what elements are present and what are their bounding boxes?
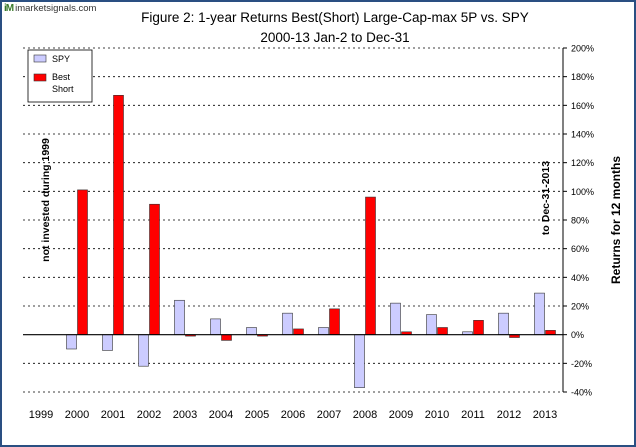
y-tick-label: 140%: [571, 130, 594, 140]
y-tick-label: 60%: [571, 244, 589, 254]
annotation-to-dec: to Dec-31-2013: [540, 161, 552, 235]
legend-label-spy: SPY: [52, 54, 70, 64]
best-short-bar-2004: [221, 334, 232, 341]
spy-bar-2010: [426, 314, 437, 335]
chart-title: Figure 2: 1-year Returns Best(Short) Lar…: [141, 10, 529, 25]
y-tick-label: 20%: [571, 302, 589, 312]
best-short-bar-2007: [329, 308, 340, 335]
spy-bar-2008: [354, 334, 365, 388]
annotation-not-invested: not invested during 1999: [40, 138, 52, 262]
best-short-bar-2010: [437, 327, 448, 335]
y-tick-label: 80%: [571, 216, 589, 226]
x-tick-label: 2004: [209, 409, 233, 421]
best-short-bar-2008: [365, 196, 376, 335]
spy-bar-2013: [534, 292, 545, 335]
site-name: imarketsignals.com: [15, 3, 97, 14]
best-short-bar-2000: [77, 189, 88, 335]
legend-swatch-spy: [33, 54, 47, 63]
spy-bar-2004: [210, 318, 221, 335]
best-short-bar-2013: [545, 330, 556, 335]
x-tick-label: 2002: [137, 409, 161, 421]
spy-bar-2002: [138, 334, 149, 367]
spy-bar-2001: [102, 334, 113, 351]
x-tick-label: 2000: [65, 409, 89, 421]
legend-label-best: Best: [52, 72, 71, 82]
x-tick-label: 2005: [245, 409, 269, 421]
x-tick-label: 2003: [173, 409, 197, 421]
x-tick-label: 2009: [389, 409, 413, 421]
watermark: iM imarketsignals.com: [4, 3, 96, 14]
x-tick-label: 2001: [101, 409, 125, 421]
y-tick-label: -40%: [571, 388, 592, 398]
x-tick-label: 1999: [29, 409, 53, 421]
legend-label-short: Short: [52, 84, 74, 94]
y-tick-label: 120%: [571, 158, 594, 168]
chart-subtitle: 2000-13 Jan-2 to Dec-31: [260, 30, 409, 45]
y-tick-label: -20%: [571, 359, 592, 369]
x-tick-label: 2012: [497, 409, 521, 421]
spy-bar-2007: [318, 327, 329, 335]
x-tick-label: 2010: [425, 409, 449, 421]
x-tick-label: 2013: [533, 409, 557, 421]
spy-bar-2012: [498, 312, 509, 335]
x-tick-label: 2008: [353, 409, 377, 421]
best-short-bar-2002: [149, 203, 160, 335]
y-tick-label: 200%: [571, 44, 594, 54]
spy-bar-2005: [246, 327, 257, 335]
best-short-bar-2001: [113, 95, 124, 335]
spy-bar-2009: [390, 302, 401, 335]
x-tick-label: 2011: [461, 409, 485, 421]
y-tick-label: 160%: [571, 101, 594, 111]
legend-swatch-best-short: [33, 73, 47, 82]
y-tick-label: 40%: [571, 273, 589, 283]
y-tick-label: 100%: [571, 187, 594, 197]
y-tick-label: 0%: [571, 330, 584, 340]
legend: SPY Best Short: [27, 49, 93, 103]
y-tick-label: 180%: [571, 72, 594, 82]
spy-bar-2003: [174, 299, 185, 335]
spy-bar-2006: [282, 312, 293, 335]
x-tick-label: 2006: [281, 409, 305, 421]
spy-bar-2000: [66, 334, 77, 350]
x-tick-label: 2007: [317, 409, 341, 421]
best-short-bar-2006: [293, 328, 304, 335]
best-short-bar-2011: [473, 320, 484, 335]
site-logo: iM: [4, 3, 14, 14]
y-axis-title: Returns for 12 months: [609, 156, 623, 284]
